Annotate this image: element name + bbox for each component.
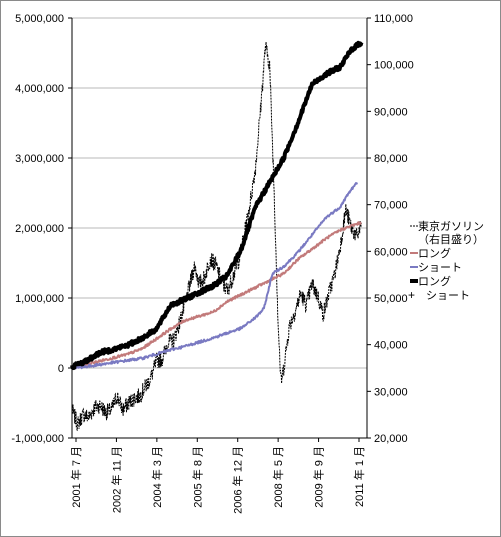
series-line-2: [71, 182, 359, 370]
legend-label: （右目盛り）: [418, 232, 484, 246]
right-tick-label: 60,000: [374, 246, 408, 258]
legend-plus-marker: +: [408, 288, 415, 302]
series-line-3: [70, 40, 364, 370]
legend-label: ロング: [418, 274, 451, 288]
left-tick-label: 4,000,000: [15, 83, 64, 95]
right-tick-label: 70,000: [374, 200, 408, 212]
legend-label: ショート: [426, 290, 470, 302]
left-tick-label: 5,000,000: [15, 13, 64, 25]
x-tick-label: 2002 年 11 月: [109, 446, 123, 513]
gridlines: [68, 17, 371, 442]
right-tick-label: 100,000: [374, 60, 414, 72]
right-axis-tick-labels: 20,000 30,000 40,000 50,000 60,000 70,000 80,0…: [374, 13, 414, 445]
right-tick-label: 80,000: [374, 153, 408, 165]
left-axis-tick-labels: -1,000,000 0 1,000,000 2,000,000 3,000,000 4,…: [11, 13, 64, 445]
right-tick-label: 40,000: [374, 340, 408, 352]
left-tick-label: 0: [58, 363, 64, 375]
x-tick-label: 2006 年 12 月: [231, 446, 245, 514]
left-tick-label: 2,000,000: [15, 223, 64, 235]
legend-label: 東京ガソリン: [418, 219, 484, 233]
series-layer: [70, 40, 364, 432]
right-tick-label: 20,000: [374, 433, 408, 445]
x-tick-label: 2011 年 1 月: [352, 446, 366, 507]
x-tick-label: 2009 年 9 月: [312, 446, 326, 508]
right-tick-label: 90,000: [374, 106, 408, 118]
x-axis-tick-labels: 2001 年 7 月 2002 年 11 月 2004 年 3 月 2005 年 8 …: [69, 446, 366, 514]
left-tick-label: 1,000,000: [15, 293, 64, 305]
x-tick-label: 2008 年 5 月: [271, 446, 285, 508]
legend-label: ロング: [418, 246, 451, 260]
series-line-1: [71, 221, 362, 370]
x-tick-label: 2001 年 7 月: [69, 446, 83, 508]
legend-label: ショート: [418, 262, 462, 274]
right-tick-label: 30,000: [374, 386, 408, 398]
right-tick-label: 110,000: [374, 13, 413, 25]
left-tick-label: 3,000,000: [15, 153, 64, 165]
left-tick-label: -1,000,000: [11, 433, 64, 445]
series-line-0: [71, 41, 362, 432]
x-tick-label: 2004 年 3 月: [150, 446, 164, 508]
x-tick-label: 2005 年 8 月: [190, 446, 204, 508]
right-tick-label: 50,000: [374, 293, 408, 305]
